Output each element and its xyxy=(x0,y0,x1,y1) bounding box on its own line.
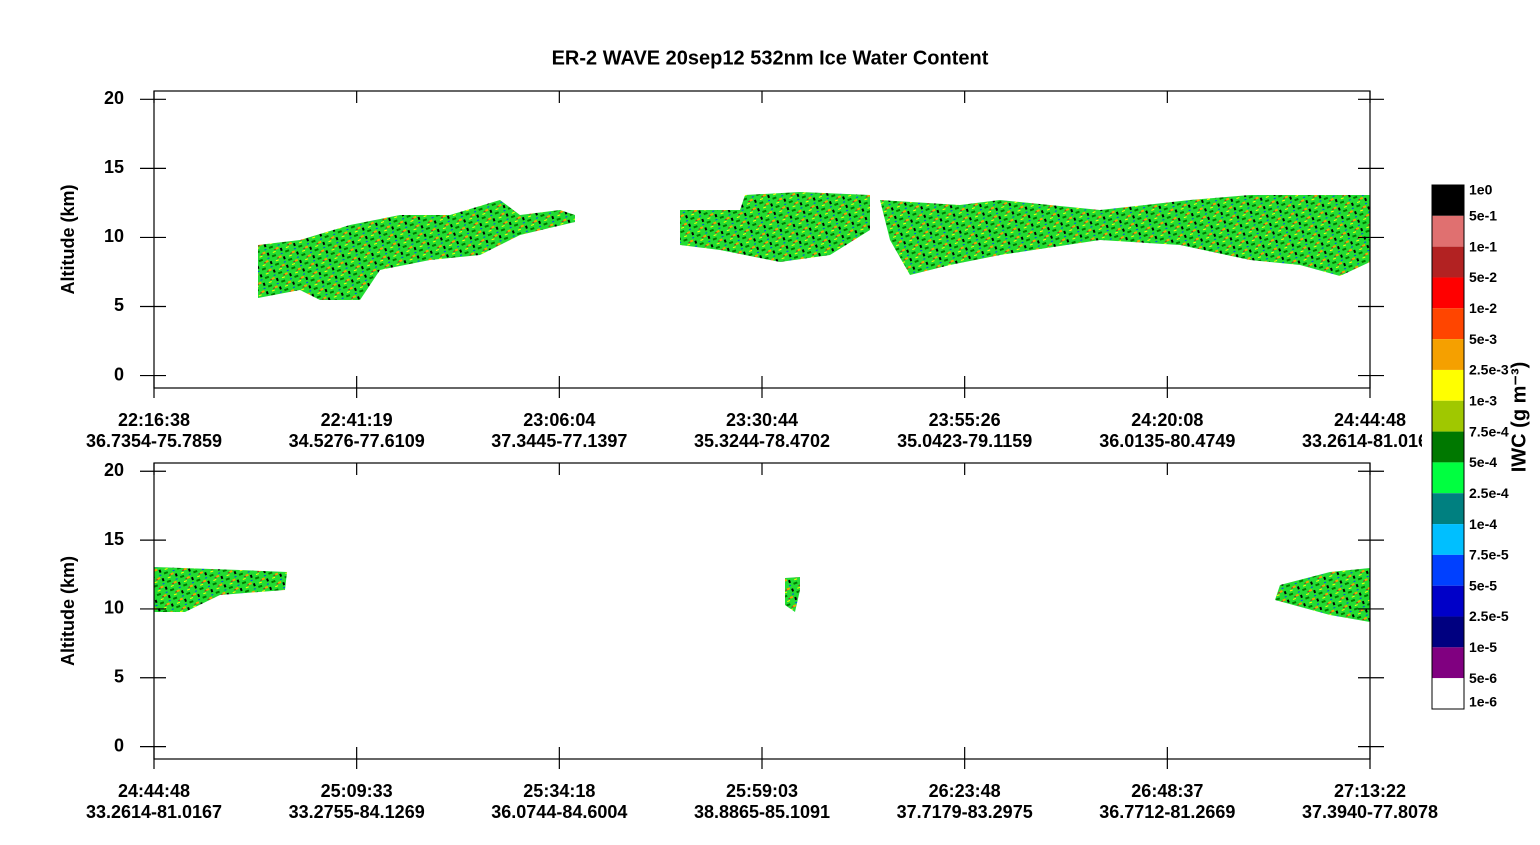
colorbar-label: 1e-6 xyxy=(1469,694,1497,710)
colorbar-bin xyxy=(1432,246,1464,278)
x-tick-time: 26:48:37 xyxy=(1131,781,1203,801)
colorbar-label: 1e-2 xyxy=(1469,300,1497,316)
colorbar-label: 1e-5 xyxy=(1469,639,1497,655)
colorbar-label: 5e-3 xyxy=(1469,331,1497,347)
y-tick-label: 10 xyxy=(104,598,124,618)
x-tick-position: 33.2755-84.1269 xyxy=(289,802,425,822)
colorbar-bin xyxy=(1432,215,1464,247)
cloud-region xyxy=(880,195,1370,276)
colorbar-label: 7.5e-5 xyxy=(1469,547,1509,563)
x-tick-time: 22:16:38 xyxy=(118,410,190,430)
x-tick-position: 35.3244-78.4702 xyxy=(694,431,830,451)
colorbar-title: IWC (g m⁻³) xyxy=(1508,362,1530,473)
colorbar-bin xyxy=(1432,339,1464,370)
y-tick-label: 10 xyxy=(104,226,124,246)
colorbar-bin xyxy=(1432,493,1464,525)
y-tick-label: 5 xyxy=(114,295,124,315)
x-tick-time: 24:44:48 xyxy=(1334,410,1406,430)
colorbar-bin xyxy=(1432,369,1464,401)
x-tick-position: 35.0423-79.1159 xyxy=(897,431,1032,451)
x-tick-time: 23:06:04 xyxy=(523,410,595,430)
colorbar-label: 5e-6 xyxy=(1469,670,1497,686)
y-tick-label: 20 xyxy=(104,460,124,480)
x-tick-time: 26:23:48 xyxy=(929,781,1001,801)
x-tick-time: 27:13:22 xyxy=(1334,781,1406,801)
y-tick-label: 5 xyxy=(114,667,124,687)
chart-title: ER-2 WAVE 20sep12 532nm Ice Water Conten… xyxy=(552,47,989,69)
colorbar-bin xyxy=(1432,524,1464,555)
colorbar-label: 2.5e-4 xyxy=(1469,485,1509,501)
colorbar-bin xyxy=(1432,554,1464,586)
x-tick-position: 36.7712-81.2669 xyxy=(1099,802,1235,822)
colorbar-bin xyxy=(1432,431,1464,463)
colorbar-label: 1e0 xyxy=(1469,182,1493,198)
colorbar-bin xyxy=(1432,585,1464,617)
x-tick-position: 37.3940-77.8078 xyxy=(1302,802,1438,822)
y-tick-label: 20 xyxy=(104,88,124,108)
x-tick-time: 24:44:48 xyxy=(118,781,190,801)
x-tick-time: 24:20:08 xyxy=(1131,410,1203,430)
y-tick-label: 15 xyxy=(104,157,124,177)
colorbar-bin xyxy=(1432,462,1464,494)
x-tick-position: 36.0135-80.4749 xyxy=(1099,431,1235,451)
cloud-region xyxy=(154,567,287,612)
y-axis-label: Altitude (km) xyxy=(58,184,78,294)
colorbar-label: 5e-1 xyxy=(1469,208,1497,224)
cloud-regions xyxy=(154,192,1370,622)
colorbar-label: 2.5e-3 xyxy=(1469,362,1509,378)
colorbar-label: 7.5e-4 xyxy=(1469,423,1509,439)
x-tick-time: 25:59:03 xyxy=(726,781,798,801)
y-tick-label: 0 xyxy=(114,364,124,384)
y-tick-label: 0 xyxy=(114,735,124,755)
colorbar-label: 5e-2 xyxy=(1469,269,1497,285)
colorbar-label: 5e-5 xyxy=(1469,577,1497,593)
cloud-region xyxy=(680,192,870,262)
colorbar-bin xyxy=(1432,678,1464,709)
colorbar-bin xyxy=(1432,647,1464,679)
x-tick-position: 34.5276-77.6109 xyxy=(289,431,425,451)
plot-frame xyxy=(153,462,1371,760)
colorbar-bin xyxy=(1432,277,1464,309)
x-tick-position: 36.7354-75.7859 xyxy=(86,431,222,451)
x-tick-position: 36.0744-84.6004 xyxy=(491,802,627,822)
colorbar-label: 5e-4 xyxy=(1469,454,1497,470)
x-tick-time: 22:41:19 xyxy=(321,410,393,430)
y-tick-label: 15 xyxy=(104,529,124,549)
x-tick-position: 37.7179-83.2975 xyxy=(897,802,1033,822)
colorbar-bin xyxy=(1432,308,1464,340)
x-tick-time: 25:09:33 xyxy=(321,781,393,801)
colorbar-bin xyxy=(1432,185,1464,216)
y-axis-label: Altitude (km) xyxy=(58,556,78,666)
x-tick-position: 33.2614-81.0167 xyxy=(1302,431,1438,451)
colorbar-label: 1e-1 xyxy=(1469,238,1497,254)
cloud-region xyxy=(1275,568,1370,622)
colorbar-frame xyxy=(1431,184,1465,710)
x-tick-position: 38.8865-85.1091 xyxy=(694,802,830,822)
colorbar-label: 2.5e-5 xyxy=(1469,608,1509,624)
x-tick-time: 25:34:18 xyxy=(523,781,595,801)
x-tick-time: 23:55:26 xyxy=(929,410,1001,430)
cloud-region xyxy=(785,577,800,612)
colorbar-label: 1e-4 xyxy=(1469,516,1497,532)
x-tick-position: 33.2614-81.0167 xyxy=(86,802,222,822)
colorbar-label: 1e-3 xyxy=(1469,392,1497,408)
colorbar-bin xyxy=(1432,616,1464,648)
colorbar-bin xyxy=(1432,400,1464,432)
cloud-region xyxy=(258,200,575,300)
x-tick-time: 23:30:44 xyxy=(726,410,798,430)
x-tick-position: 37.3445-77.1397 xyxy=(491,431,627,451)
